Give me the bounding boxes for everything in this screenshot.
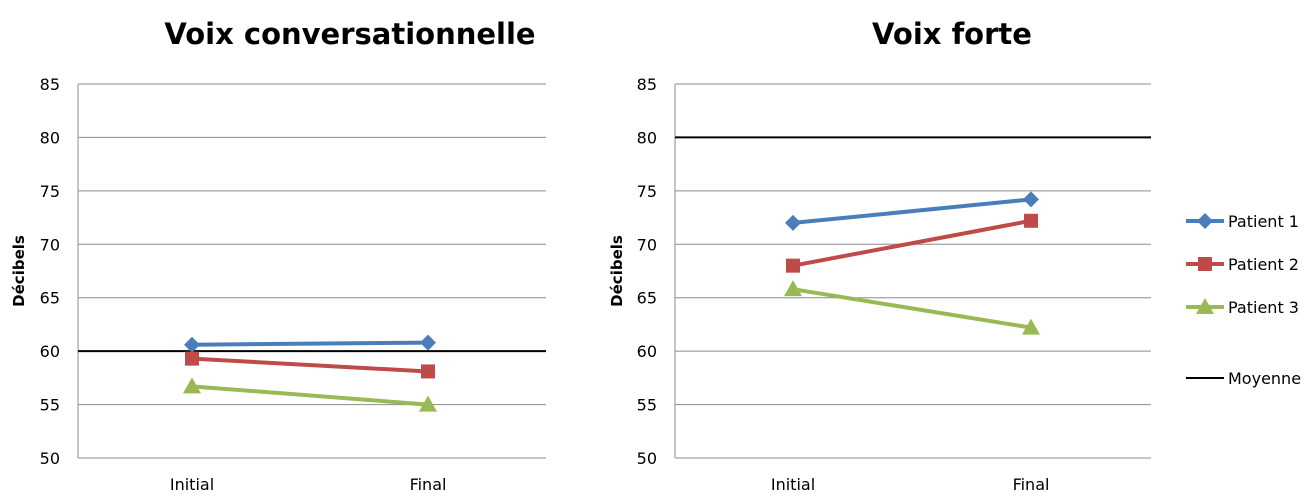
y-tick-label: 80	[40, 128, 60, 147]
x-tick-label: Final	[1013, 475, 1050, 494]
legend-marker-patient-1	[1197, 213, 1213, 229]
y-tick-label: 50	[637, 449, 657, 468]
chart-title: Voix forte	[872, 17, 1032, 51]
data-point-patient-3	[1022, 318, 1040, 335]
y-tick-label: 70	[637, 235, 657, 254]
data-point-patient-3	[419, 395, 437, 412]
data-point-patient-1	[184, 336, 200, 353]
chart-voix-conversationnelle: Voix conversationnelle 50 55 60 65 70 75 80 85 Dé…	[10, 17, 546, 494]
y-tick-label: 85	[637, 75, 657, 94]
y-tick-label: 65	[637, 289, 657, 308]
y-tick-label: 60	[637, 342, 657, 361]
legend: Patient 1 Patient 2 Patient 3 Moyenne	[1186, 212, 1301, 388]
y-tick-label: 85	[40, 75, 60, 94]
series-line-patient-1	[792, 197, 1032, 225]
y-tick-label: 75	[637, 182, 657, 201]
y-axis-label: Décibels	[10, 235, 28, 307]
chart-voix-forte: Voix forte 50 55 60 65 70 75 80 85 Décibels Initia…	[608, 17, 1151, 494]
legend-label-moyenne: Moyenne	[1228, 369, 1301, 388]
y-tick-label: 80	[637, 128, 657, 147]
data-point-patient-2	[185, 351, 199, 366]
data-point-patient-2	[1024, 213, 1038, 228]
data-point-patient-3	[784, 280, 802, 297]
data-point-patient-3	[183, 377, 201, 394]
x-tick-label: Initial	[170, 475, 214, 494]
data-point-patient-2	[786, 258, 800, 273]
legend-label-patient-1: Patient 1	[1228, 212, 1299, 231]
series-line-patient-2	[792, 218, 1032, 268]
y-tick-label: 75	[40, 182, 60, 201]
legend-marker-patient-3	[1196, 298, 1214, 314]
y-tick-label: 65	[40, 289, 60, 308]
x-tick-label: Initial	[771, 475, 815, 494]
y-axis-label: Décibels	[608, 235, 626, 307]
y-tick-label: 70	[40, 235, 60, 254]
data-point-patient-2	[421, 364, 435, 379]
data-point-patient-1	[785, 214, 801, 231]
y-tick-label: 55	[637, 396, 657, 415]
y-tick-label: 50	[40, 449, 60, 468]
legend-label-patient-2: Patient 2	[1228, 255, 1299, 274]
x-tick-label: Final	[410, 475, 447, 494]
legend-marker-patient-2	[1198, 257, 1212, 271]
chart-title: Voix conversationnelle	[164, 17, 535, 51]
y-tick-label: 55	[40, 396, 60, 415]
series-line-patient-3	[792, 287, 1032, 330]
data-point-patient-1	[1023, 191, 1039, 208]
legend-label-patient-3: Patient 3	[1228, 298, 1299, 317]
series-line-patient-1	[191, 340, 429, 347]
series-line-patient-2	[191, 356, 429, 374]
data-point-patient-1	[420, 334, 436, 351]
y-tick-label: 60	[40, 342, 60, 361]
series-line-patient-3	[191, 384, 429, 407]
